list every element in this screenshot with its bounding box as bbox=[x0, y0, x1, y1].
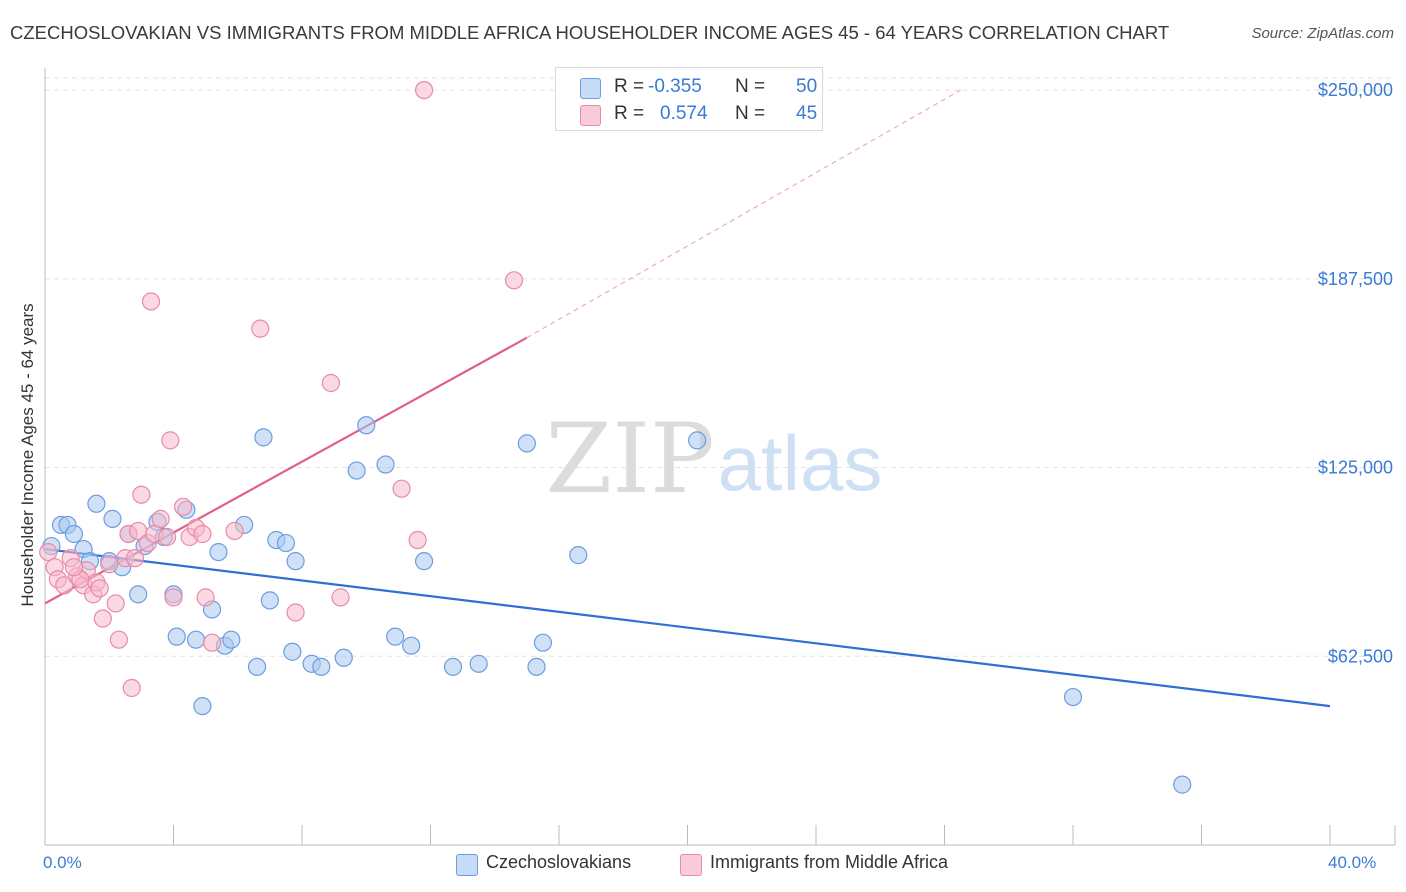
point-czechoslovakians bbox=[247, 657, 267, 676]
point-czechoslovakians bbox=[533, 633, 553, 652]
chart-title: CZECHOSLOVAKIAN VS IMMIGRANTS FROM MIDDL… bbox=[10, 22, 1170, 43]
point-czechoslovakians bbox=[527, 657, 546, 676]
legend-swatch-blue bbox=[580, 78, 601, 99]
y-tick-label: $62,500 bbox=[1328, 646, 1393, 666]
legend-r-label: R = bbox=[614, 103, 645, 124]
legend-n-label: N = bbox=[735, 76, 766, 97]
point-czechoslovakians bbox=[569, 546, 588, 565]
y-tick-label: $187,500 bbox=[1318, 269, 1393, 289]
point-middle-africa bbox=[164, 588, 183, 607]
y-tick-labels: $62,500 $125,000 $187,500 $250,000 bbox=[1318, 80, 1393, 666]
legend-swatch-pink bbox=[680, 854, 702, 876]
source-label: Source: ZipAtlas.com bbox=[1251, 25, 1394, 42]
point-czechoslovakians bbox=[254, 428, 273, 447]
point-czechoslovakians bbox=[334, 648, 353, 667]
point-middle-africa bbox=[414, 80, 434, 100]
point-czechoslovakians bbox=[276, 533, 296, 553]
point-czechoslovakians bbox=[469, 654, 488, 673]
point-middle-africa bbox=[392, 479, 411, 498]
point-czechoslovakians bbox=[312, 657, 331, 676]
point-czechoslovakians bbox=[376, 455, 395, 474]
trend-line-czechoslovakians bbox=[44, 547, 1331, 708]
axes bbox=[44, 68, 1396, 846]
point-czechoslovakians bbox=[402, 636, 421, 655]
point-middle-africa bbox=[504, 271, 524, 290]
legend-n-label: N = bbox=[735, 103, 766, 124]
watermark: ZIP atlas bbox=[545, 403, 882, 515]
legend-r-label: R = bbox=[614, 76, 645, 97]
point-czechoslovakians bbox=[286, 552, 305, 571]
watermark-zip: ZIP bbox=[545, 403, 714, 515]
trend-line-extension bbox=[526, 89, 961, 339]
point-czechoslovakians bbox=[222, 630, 241, 649]
point-czechoslovakians bbox=[260, 591, 279, 610]
x-tick-label-max: 40.0% bbox=[1328, 853, 1377, 872]
point-czechoslovakians bbox=[1173, 775, 1192, 794]
y-axis-label: Householder Income Ages 45 - 64 years bbox=[18, 303, 37, 607]
legend-swatch-blue bbox=[456, 854, 478, 876]
point-middle-africa bbox=[321, 373, 341, 393]
point-czechoslovakians bbox=[443, 657, 463, 676]
point-middle-africa bbox=[331, 588, 350, 607]
point-czechoslovakians bbox=[186, 630, 206, 649]
point-czechoslovakians bbox=[129, 585, 148, 604]
point-czechoslovakians bbox=[167, 627, 186, 646]
point-middle-africa bbox=[251, 319, 270, 338]
point-middle-africa bbox=[132, 485, 151, 504]
point-middle-africa bbox=[161, 431, 180, 450]
legend-r-value: 0.574 bbox=[660, 103, 708, 124]
point-middle-africa bbox=[157, 527, 177, 547]
point-middle-africa bbox=[202, 633, 222, 652]
point-czechoslovakians bbox=[357, 416, 376, 435]
point-czechoslovakians bbox=[87, 494, 106, 513]
point-middle-africa bbox=[122, 678, 141, 698]
point-middle-africa bbox=[106, 594, 125, 613]
legend-n-value: 50 bbox=[796, 76, 818, 97]
legend-series-label: Immigrants from Middle Africa bbox=[710, 852, 949, 872]
point-middle-africa bbox=[286, 603, 305, 622]
point-middle-africa bbox=[225, 521, 244, 541]
legend-series-label: Czechoslovakians bbox=[486, 852, 632, 872]
point-middle-africa bbox=[39, 542, 58, 562]
legend-swatch-pink bbox=[580, 105, 601, 126]
x-tick-label-min: 0.0% bbox=[43, 853, 82, 872]
point-middle-africa bbox=[193, 524, 212, 544]
point-middle-africa bbox=[93, 609, 112, 628]
point-middle-africa bbox=[100, 555, 119, 574]
point-middle-africa bbox=[196, 588, 215, 607]
data-points bbox=[39, 80, 1192, 794]
point-middle-africa bbox=[55, 576, 74, 595]
point-czechoslovakians bbox=[386, 627, 405, 646]
point-czechoslovakians bbox=[283, 642, 302, 661]
point-czechoslovakians bbox=[103, 509, 122, 528]
point-middle-africa bbox=[408, 530, 427, 550]
point-czechoslovakians bbox=[209, 542, 228, 562]
legend-r-value: -0.355 bbox=[648, 76, 702, 97]
grid-lines bbox=[45, 77, 1395, 657]
point-czechoslovakians bbox=[414, 552, 434, 571]
y-tick-label: $250,000 bbox=[1318, 80, 1393, 100]
y-tick-label: $125,000 bbox=[1318, 458, 1393, 478]
point-middle-africa bbox=[125, 549, 145, 568]
point-czechoslovakians bbox=[64, 524, 84, 544]
point-middle-africa bbox=[90, 579, 109, 598]
correlation-legend: R = -0.355 N = 50 R = 0.574 N = 45 bbox=[555, 67, 823, 131]
point-middle-africa bbox=[174, 497, 193, 516]
watermark-atlas: atlas bbox=[718, 419, 883, 507]
point-middle-africa bbox=[109, 630, 128, 649]
point-czechoslovakians bbox=[1063, 687, 1083, 707]
legend-n-value: 45 bbox=[796, 103, 818, 124]
point-czechoslovakians bbox=[193, 696, 212, 716]
point-czechoslovakians bbox=[517, 434, 536, 453]
point-middle-africa bbox=[141, 292, 161, 311]
point-middle-africa bbox=[151, 509, 170, 528]
point-czechoslovakians bbox=[347, 461, 366, 480]
point-czechoslovakians bbox=[688, 431, 707, 450]
trend-lines bbox=[44, 89, 1331, 708]
point-middle-africa bbox=[64, 558, 84, 577]
